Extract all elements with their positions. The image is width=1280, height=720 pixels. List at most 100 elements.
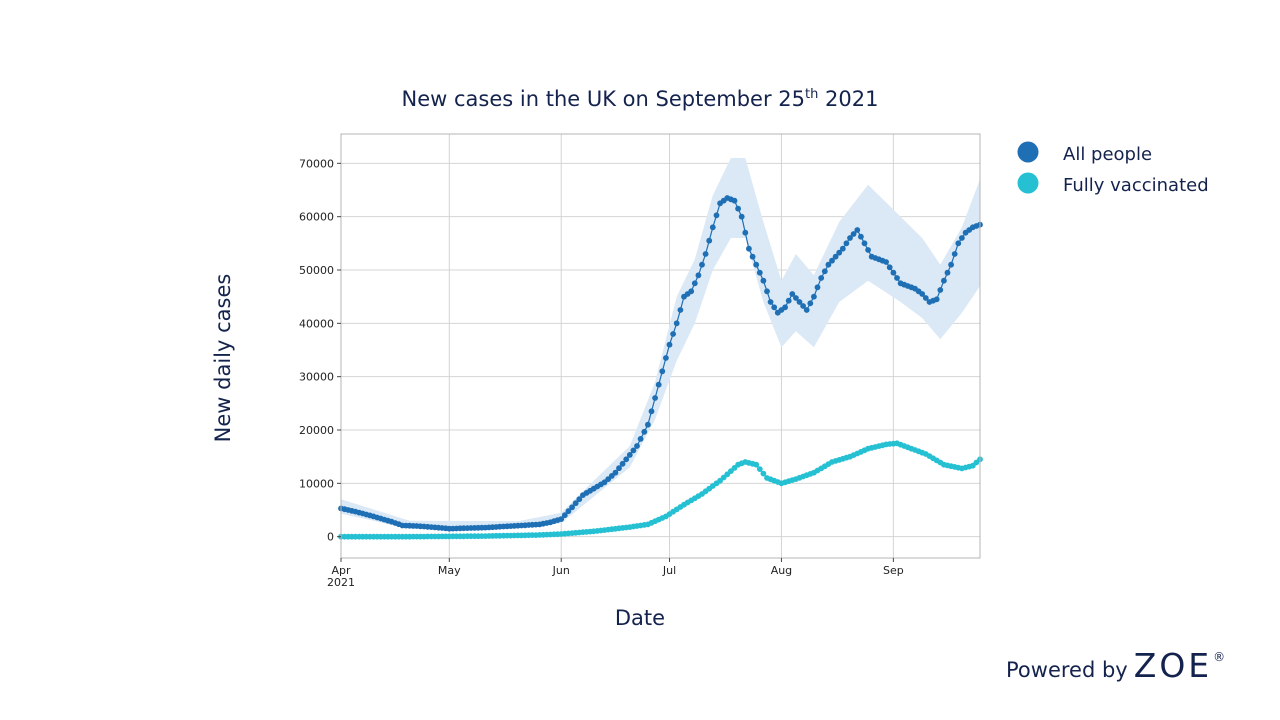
y-tick-label: 40000 [299,317,334,330]
y-tick-label: 50000 [299,264,334,277]
series-point [800,303,806,309]
series-point [742,229,749,236]
series-point [666,341,673,348]
x-axis-label: Date [615,606,665,630]
x-tick-label: May [438,564,461,577]
x-tick-label: Sep [883,564,904,577]
series-point [771,304,778,311]
series-point [648,408,655,415]
legend-label: All people [1063,144,1152,165]
series-point [709,224,716,231]
y-axis-ticks: 0 10000 20000 30000 40000 50000 60000 70000 [299,157,341,544]
plot-background [341,134,980,558]
series-point [637,436,644,442]
series-point [731,197,738,204]
x-tick-label: Jul [662,564,676,577]
series-point [865,247,871,253]
series-point [832,253,839,260]
series-point [670,331,676,337]
series-point [951,251,958,257]
series-point [850,231,857,237]
plot-frame [340,133,981,559]
series-point [894,275,900,281]
series-point [937,287,944,293]
powered-by-brand: Powered by ZOE® [1006,646,1225,685]
y-tick-label: 70000 [299,157,334,170]
series-point [955,240,962,247]
series-point [782,304,788,311]
series-point [619,460,626,467]
series-point [839,245,846,252]
y-tick-label: 10000 [299,477,334,490]
series-point [941,277,947,284]
y-tick-label: 60000 [299,211,334,224]
series-point [793,295,799,301]
series-point [803,307,810,313]
x-tick-label: Jun [552,564,570,577]
series-point [561,512,568,519]
series-point [883,259,889,265]
series-point [565,508,572,515]
series-layer [338,195,983,540]
series-point [764,288,770,295]
series-point [738,213,745,220]
series-point [767,299,774,305]
chart-title-superscript: th [805,87,818,102]
series-point [948,261,954,268]
series-point [702,251,709,257]
series-point [807,300,814,307]
series-point [623,456,630,463]
series-point [821,268,828,275]
legend-swatch [1017,172,1039,194]
series-point [825,261,832,268]
series-point [756,466,763,472]
series-point [861,240,868,247]
series-point [922,295,929,301]
series-point [886,264,893,271]
series-point [944,269,951,276]
series-point [753,261,760,268]
powered-by-text: Powered by [1006,658,1128,682]
series-point [695,272,702,279]
series-point [626,452,633,458]
zoe-logo: ZOE [1133,646,1213,685]
series-point [814,284,821,291]
chart-title-main: New cases in the UK on September 25 [402,87,805,111]
x-tick-label: Apr [331,564,351,577]
series-point [677,307,684,313]
series-point [959,235,965,241]
series-point [847,235,853,241]
series-point [919,291,926,297]
plot-area [341,134,980,558]
series-point [652,395,658,401]
series-point [688,288,695,295]
chart-title: New cases in the UK on September 25th 20… [402,87,879,111]
series-point [659,368,666,375]
series-point [673,320,680,327]
series-point [691,280,698,287]
x-tick-label: Aug [771,564,792,577]
series-point [760,277,767,284]
series-point [746,245,752,252]
series-point [789,291,796,297]
series-point [630,447,637,454]
registered-mark: ® [1213,650,1226,664]
series-point [634,443,640,449]
series-point [785,297,792,304]
series-point [836,249,843,256]
series-point [818,275,825,281]
series-point [933,296,940,303]
series-point [655,381,662,388]
series-point [572,500,579,507]
series-point [612,469,619,476]
series-point [760,470,767,477]
series-point [663,355,669,361]
y-axis-label: New daily cases [211,274,235,443]
series-point [713,212,720,219]
plot-border [340,133,981,559]
series-point [858,233,864,240]
y-tick-label: 0 [327,531,334,544]
series-point [890,269,897,276]
